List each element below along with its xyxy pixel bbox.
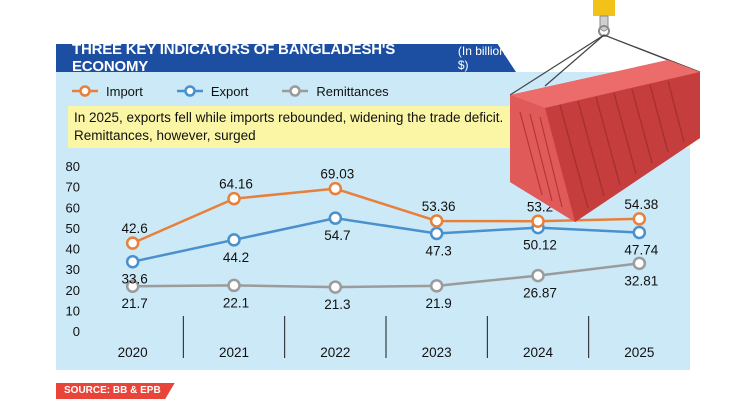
data-label-export: 47.74 <box>624 243 658 258</box>
data-point-export <box>227 233 241 247</box>
y-tick-label: 60 <box>66 200 80 215</box>
data-label-remittances: 21.3 <box>324 297 350 312</box>
y-tick-label: 0 <box>73 324 80 339</box>
data-point-import <box>632 212 647 226</box>
x-tick-label: 2023 <box>422 345 452 360</box>
legend-label-import: Import <box>106 83 143 99</box>
series-line-remittances <box>132 262 640 289</box>
data-point-import <box>328 181 343 196</box>
note-line-2: Remittances, however, surged <box>74 128 256 143</box>
data-label-remittances: 32.81 <box>624 273 658 288</box>
data-label-export: 33.6 <box>122 272 148 287</box>
data-point-remittances <box>429 279 444 293</box>
chart-units: (In billion $) <box>457 44 506 72</box>
crane-cables <box>509 34 701 96</box>
data-point-export <box>429 226 444 241</box>
container-body <box>510 60 700 222</box>
chart-header: THREE KEY INDICATORS OF BANGLADESH'S ECO… <box>56 44 516 72</box>
y-tick-label: 20 <box>66 283 80 298</box>
data-label-export: 44.2 <box>223 250 249 265</box>
legend: Import Export Remittances <box>72 81 423 101</box>
crane-hook-top <box>593 0 615 16</box>
legend-label-export: Export <box>210 83 249 99</box>
x-tick-label: 2024 <box>523 345 554 360</box>
x-tick-label: 2025 <box>624 345 654 360</box>
y-tick-label: 10 <box>66 303 80 318</box>
data-label-import: 53.36 <box>422 199 456 214</box>
note-line-1: In 2025, exports fell while imports rebo… <box>74 110 504 125</box>
data-label-import: 64.16 <box>219 177 253 192</box>
data-point-remittances <box>125 279 140 293</box>
data-label-export: 54.7 <box>324 228 350 243</box>
data-label-export: 50.12 <box>523 238 557 253</box>
legend-marker-remittances <box>282 85 309 97</box>
data-point-remittances <box>531 268 545 283</box>
y-tick-label: 40 <box>66 242 80 257</box>
legend-item-remittances: Remittances <box>282 83 389 99</box>
data-point-export <box>632 225 647 240</box>
data-point-import <box>125 236 140 250</box>
data-point-export <box>328 211 343 225</box>
data-point-remittances <box>328 280 343 294</box>
legend-marker-import <box>72 85 98 97</box>
y-tick-label: 70 <box>66 180 80 195</box>
data-point-remittances <box>632 256 647 271</box>
y-tick-label: 80 <box>66 159 80 174</box>
data-label-remittances: 26.87 <box>523 286 557 301</box>
crane-hook-icon <box>599 15 609 32</box>
legend-marker-export <box>176 85 203 97</box>
x-tick-label: 2022 <box>320 345 350 360</box>
data-label-remittances: 21.7 <box>122 296 148 311</box>
y-tick-label: 30 <box>66 262 80 277</box>
data-point-import <box>429 214 444 228</box>
data-label-export: 47.3 <box>426 243 452 258</box>
series-line-export <box>132 216 640 263</box>
crane-ring-icon <box>598 25 610 37</box>
data-point-import <box>227 191 241 206</box>
source-label: SOURCE: BB & EPB <box>56 383 175 399</box>
data-label-import: 42.6 <box>122 221 148 236</box>
legend-label-remittances: Remittances <box>316 83 389 99</box>
x-tick-label: 2020 <box>118 345 148 360</box>
data-label-import: 69.03 <box>320 167 354 182</box>
legend-item-export: Export <box>176 83 249 99</box>
data-label-remittances: 21.9 <box>426 296 452 311</box>
y-tick-label: 50 <box>66 221 80 236</box>
chart-title: THREE KEY INDICATORS OF BANGLADESH'S ECO… <box>72 41 396 75</box>
data-label-remittances: 22.1 <box>223 295 249 310</box>
x-tick-label: 2021 <box>219 345 249 360</box>
legend-item-import: Import <box>72 84 143 99</box>
data-point-export <box>125 254 140 269</box>
data-point-import <box>531 214 545 229</box>
data-label-import: 54.38 <box>624 197 658 212</box>
data-point-remittances <box>227 278 241 293</box>
series-line-import <box>132 187 640 245</box>
